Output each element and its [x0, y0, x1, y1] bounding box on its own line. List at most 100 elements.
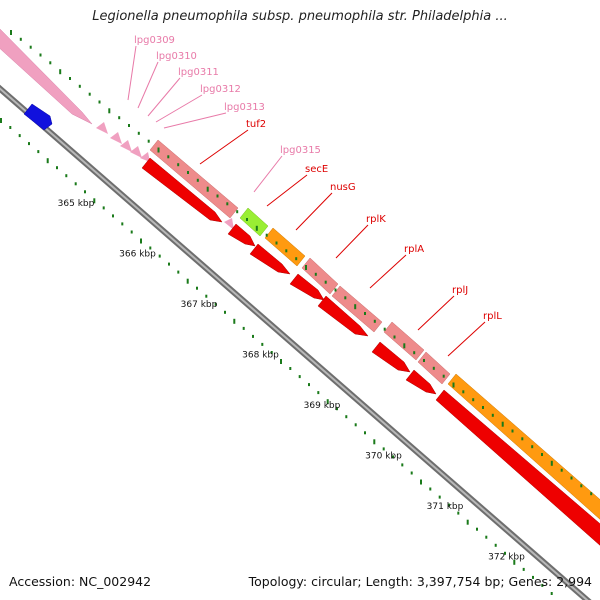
- tick-dot: [289, 367, 292, 370]
- tick-dot: [364, 431, 366, 435]
- tick-dot: [147, 139, 150, 143]
- tick-dot: [482, 406, 484, 409]
- tick-dot: [236, 210, 239, 214]
- tick-dot: [382, 447, 385, 451]
- gene-arrow-forward: [264, 227, 306, 267]
- tick-dot: [196, 286, 198, 290]
- tick-dot: [491, 413, 494, 417]
- tick-dot: [314, 272, 317, 276]
- gene-labels: lpg0309 lpg0310 lpg0311 lpg0312 lpg0313 tuf2 l…: [127, 35, 502, 357]
- tick-dot: [401, 463, 404, 467]
- gene-arrow-forward: [383, 321, 425, 361]
- tick-dot: [457, 511, 460, 515]
- tick-dot: [504, 551, 506, 555]
- gene-label-leader: [335, 224, 369, 259]
- tick-dot: [532, 575, 534, 579]
- scale-tick-label: 372 kbp: [488, 553, 525, 563]
- cds-arrow: [317, 295, 369, 337]
- tick-dot: [326, 399, 329, 405]
- cds-arrow: [141, 157, 223, 223]
- tick-dot: [373, 319, 376, 323]
- gene-label-leader: [155, 94, 203, 123]
- accession-text: Accession: NC_002942: [9, 574, 152, 589]
- tick-dot: [501, 421, 504, 427]
- tick-dot: [410, 471, 413, 475]
- tick-dot: [167, 155, 170, 159]
- scale-tick-label: 365 kbp: [58, 199, 95, 209]
- tick-dot: [18, 134, 21, 138]
- gene-arrow-small: [130, 146, 142, 158]
- tick-dot: [69, 77, 71, 80]
- tick-dot: [140, 238, 142, 244]
- tick-dot: [74, 182, 77, 186]
- tick-dot: [10, 30, 12, 35]
- cds-arrow: [249, 243, 291, 275]
- gene-label: rplJ: [452, 285, 468, 296]
- tick-dot: [472, 398, 475, 402]
- tick-dot: [531, 445, 534, 449]
- tick-dot: [29, 45, 32, 49]
- gene-label: lpg0312: [200, 84, 241, 95]
- gene-label: rplK: [366, 214, 386, 225]
- gene-arrow-forward: [447, 373, 600, 520]
- tick-dot: [158, 254, 161, 258]
- tick-dot: [216, 194, 219, 198]
- tick-dot: [511, 429, 514, 433]
- gene-label: lpg0309: [134, 35, 175, 46]
- tick-dot: [429, 487, 432, 491]
- tick-dot: [177, 163, 180, 167]
- tick-dot: [19, 37, 22, 41]
- tick-dot: [65, 174, 68, 178]
- cds-arrow: [435, 389, 600, 546]
- tick-dot: [78, 84, 81, 88]
- gene-arrow-small: [96, 122, 108, 134]
- tick-dot: [242, 326, 245, 330]
- tick-dot: [285, 249, 288, 253]
- tick-dot: [298, 375, 301, 379]
- tick-dot: [98, 100, 101, 104]
- tick-dot: [345, 415, 348, 419]
- tick-dot: [334, 288, 337, 292]
- tick-dot: [59, 69, 62, 75]
- tick-dot: [226, 202, 229, 206]
- genome-backbone: [0, 84, 592, 600]
- tick-dot: [118, 116, 121, 120]
- tick-dot: [177, 270, 180, 274]
- gene-label-leader: [163, 112, 227, 129]
- scale-tick-label: 366 kbp: [119, 250, 156, 260]
- gene-label-leader: [447, 321, 486, 357]
- tick-dot: [128, 124, 130, 127]
- scale-tick-label: 368 kbp: [242, 351, 279, 361]
- tick-dot: [295, 257, 298, 261]
- summary-text: Topology: circular; Length: 3,397,754 bp…: [248, 574, 592, 589]
- tick-dot: [452, 382, 455, 388]
- cds-arrow: [227, 223, 256, 247]
- tick-dot: [0, 118, 2, 123]
- tick-dot: [224, 310, 226, 314]
- tick-dot: [580, 484, 583, 488]
- scale-tick-label: 370 kbp: [365, 452, 402, 462]
- tick-dot: [344, 296, 347, 300]
- tick-dot: [476, 527, 478, 531]
- tick-dot: [308, 383, 310, 387]
- gene-label-leader: [295, 192, 333, 231]
- tick-dot: [466, 519, 469, 525]
- tick-dot: [420, 479, 422, 485]
- tick-dot: [56, 166, 58, 170]
- gene-arrow-forward: [149, 139, 239, 219]
- tick-dot: [462, 390, 465, 394]
- gene-arrow-small: [120, 140, 132, 152]
- tick-dot: [149, 246, 152, 250]
- tick-dot: [383, 327, 386, 331]
- tick-dot: [9, 126, 12, 129]
- tick-dot: [336, 407, 338, 411]
- gene-label-leader: [369, 254, 407, 289]
- gene-label-leader: [147, 77, 181, 117]
- tick-dot: [280, 359, 282, 364]
- tick-dot: [570, 476, 573, 480]
- tick-dot: [205, 294, 208, 298]
- genome-title: Legionella pneumophila subsp. pneumophil…: [92, 9, 508, 24]
- scale-tick-label: 371 kbp: [427, 502, 464, 512]
- gene-label-leader: [417, 295, 455, 331]
